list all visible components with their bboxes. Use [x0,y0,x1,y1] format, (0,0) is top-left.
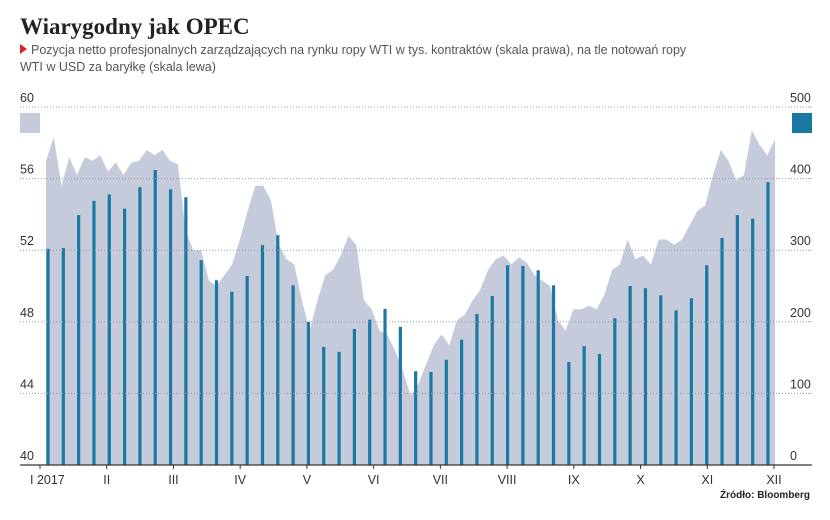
bar [107,194,111,466]
bar [368,319,372,465]
bar [92,200,96,465]
y-tick-label: 48 [20,306,34,320]
bar [490,296,494,465]
bar [475,313,479,465]
bar [659,295,663,465]
x-tick-label: X [636,473,645,487]
bar [582,346,586,465]
chart-subtitle: Pozycja netto profesjonalnych zarządzają… [20,43,687,74]
x-tick-label: IX [568,473,580,487]
bar [199,260,203,465]
bar [245,275,249,465]
x-tick-label: VIII [498,473,517,487]
bar [138,187,142,465]
y2-tick-label: 0 [790,449,797,463]
bar [153,170,157,465]
bar [751,218,755,465]
bar [276,235,280,465]
bar [536,270,540,465]
x-tick-label: III [168,473,178,487]
bar [383,308,387,465]
source: Źródło: Bloomberg [720,490,810,501]
bar [720,238,724,465]
price-area [46,130,775,465]
bar [628,286,632,465]
legend-swatch-area [20,113,40,133]
bar [230,291,234,465]
y2-tick-label: 200 [790,306,811,320]
bar [521,265,525,465]
x-tick-label: IV [234,473,246,487]
bar [337,351,341,465]
x-tick-label: VII [433,473,448,487]
y-tick-label: 40 [20,449,34,463]
bar [352,328,356,465]
y-tick-label: 56 [20,163,34,177]
y-tick-label: 44 [20,377,34,391]
bar [46,248,50,465]
bar [444,359,448,465]
bar [643,288,648,465]
bar [61,248,65,465]
y2-tick-label: 500 [790,91,811,105]
bar [429,371,433,465]
y-tick-label: 60 [20,91,34,105]
bar [214,280,219,465]
y2-tick-label: 300 [790,234,811,248]
bar [613,318,617,465]
bar [674,310,678,465]
bar [77,215,81,465]
bar [766,182,770,465]
bar [705,265,709,465]
legend-swatch-bar [792,113,812,133]
x-tick-label: V [303,473,312,487]
chart-subtitle-box: Pozycja netto profesjonalnych zarządzają… [20,42,690,76]
x-tick-label: II [103,473,110,487]
bar [460,339,464,465]
y2-tick-label: 400 [790,163,811,177]
y2-tick-label: 100 [790,377,811,391]
bar [122,208,127,465]
bar [689,298,694,465]
bar [291,285,295,465]
bar [184,197,188,465]
bar [505,265,510,465]
x-tick-label: I 2017 [30,473,65,487]
bar [735,215,739,465]
bar [551,285,556,465]
bar [260,245,265,465]
bar [398,326,402,465]
y-tick-label: 52 [20,234,34,248]
bar [168,189,173,465]
bullet [20,44,27,54]
x-tick-label: XI [701,473,713,487]
bar [597,354,602,465]
bar [322,346,326,465]
x-tick-label: VI [368,473,380,487]
bar [414,371,418,465]
bar [567,361,571,465]
chart-title: Wiarygodny jak OPEC [20,14,250,39]
x-tick-label: XII [766,473,781,487]
